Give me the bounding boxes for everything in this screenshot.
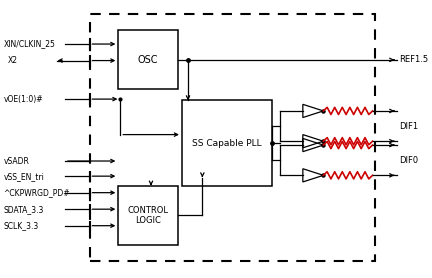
Text: OSC: OSC xyxy=(138,55,158,65)
Text: X2: X2 xyxy=(7,56,18,65)
Text: CONTROL
LOGIC: CONTROL LOGIC xyxy=(127,206,168,225)
Bar xyxy=(89,14,375,262)
Text: DIF0: DIF0 xyxy=(399,156,418,165)
Text: REF1.5: REF1.5 xyxy=(399,55,429,64)
Bar xyxy=(182,100,272,186)
Text: SDATA_3.3: SDATA_3.3 xyxy=(3,205,44,214)
Text: SCLK_3.3: SCLK_3.3 xyxy=(3,221,39,230)
Text: SS Capable PLL: SS Capable PLL xyxy=(192,139,262,148)
Bar xyxy=(118,30,178,90)
Text: vSS_EN_tri: vSS_EN_tri xyxy=(3,172,44,181)
Text: vOE(1:0)#: vOE(1:0)# xyxy=(3,95,43,104)
Bar xyxy=(118,186,178,245)
Text: XIN/CLKIN_25: XIN/CLKIN_25 xyxy=(3,39,55,49)
Text: vSADR: vSADR xyxy=(3,157,29,165)
Text: ^CKPWRGD_PD#: ^CKPWRGD_PD# xyxy=(3,188,70,197)
Text: DIF1: DIF1 xyxy=(399,121,418,131)
